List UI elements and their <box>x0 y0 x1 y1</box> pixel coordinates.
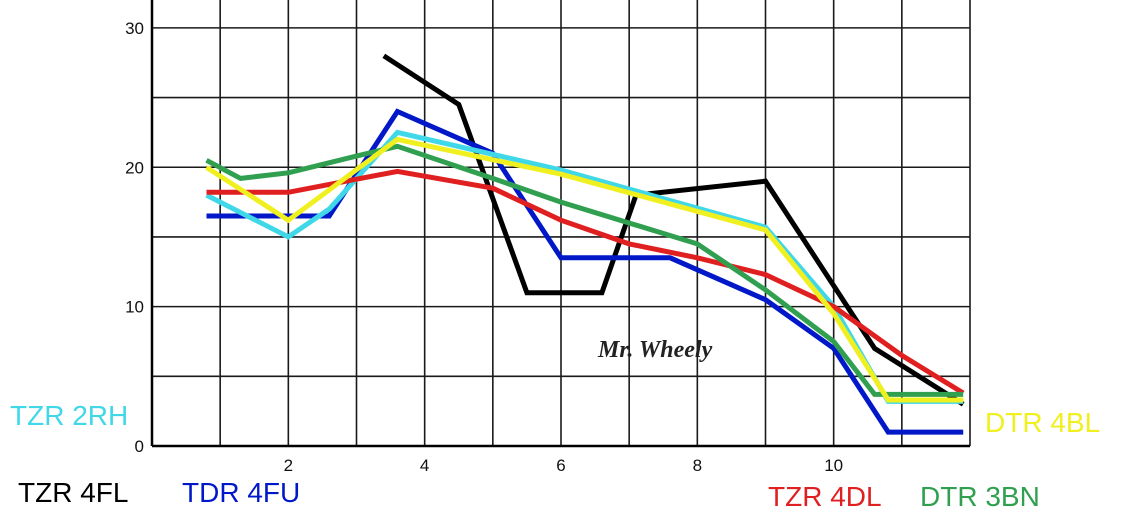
legend-entry-tzr-2rh: TZR 2RH <box>10 400 128 431</box>
x-tick-label: 8 <box>693 456 702 475</box>
x-tick-label: 6 <box>556 456 565 475</box>
grid <box>152 0 971 446</box>
series-line-dtr-4bl <box>205 136 964 403</box>
legend-entry-tzr-4dl: TZR 4DL <box>768 481 882 512</box>
series-lines <box>205 53 965 435</box>
legend-entry-dtr-3bn: DTR 3BN <box>920 481 1040 512</box>
chart-annotation: Mr. Wheely <box>597 337 713 363</box>
legend-entry-tdr-4fu: TDR 4FU <box>182 477 300 508</box>
legend: TZR 2RH TZR 4FL TDR 4FU DTR 4BL TZR 4DL … <box>10 400 1100 512</box>
annotations: Mr. Wheely <box>597 337 713 363</box>
y-tick-label: 0 <box>135 437 144 456</box>
x-tick-label: 10 <box>824 456 843 475</box>
y-tick-label: 30 <box>125 19 144 38</box>
axes <box>150 0 970 448</box>
series-line-tzr-4dl <box>206 168 965 396</box>
series-line-dtr-3bn <box>205 143 964 397</box>
legend-entry-tzr-4fl: TZR 4FL <box>18 477 128 508</box>
y-tick-label: 10 <box>125 298 144 317</box>
legend-entry-dtr-4bl: DTR 4BL <box>985 407 1100 438</box>
tick-labels: 0 10 20 30 2 4 6 8 10 <box>125 19 843 475</box>
y-tick-label: 20 <box>125 158 144 177</box>
x-tick-label: 4 <box>420 456 429 475</box>
x-tick-label: 2 <box>284 456 293 475</box>
